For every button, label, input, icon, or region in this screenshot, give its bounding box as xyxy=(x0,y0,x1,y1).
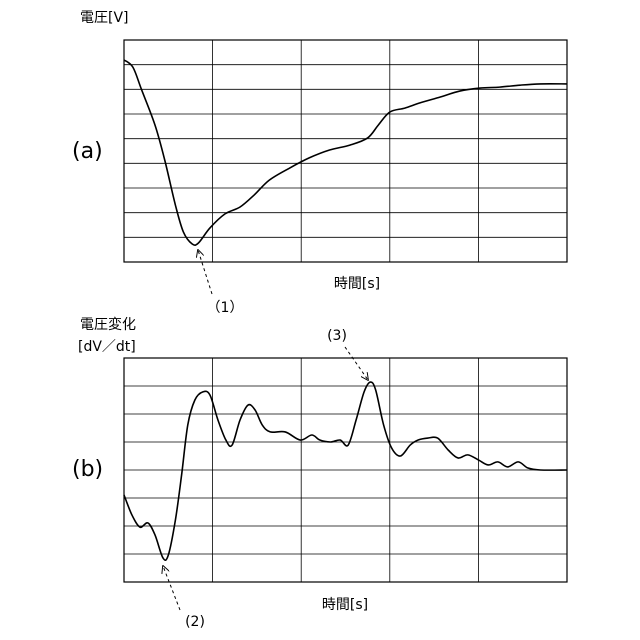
data-line xyxy=(124,382,567,560)
x-axis-label: 時間[s] xyxy=(334,276,380,292)
plot-frame xyxy=(124,40,567,262)
annotation-arrow xyxy=(345,347,368,380)
panel-label: (a) xyxy=(72,139,103,164)
annotation: (3) xyxy=(327,328,347,344)
x-axis-label: 時間[s] xyxy=(322,597,368,613)
y-axis-label: 電圧[V] xyxy=(80,10,129,26)
figure: 電圧[V] (a) 時間[s] （1） 電圧変化 [dV／dt] (b) 時間[… xyxy=(0,0,640,640)
annotation: （1） xyxy=(207,300,244,316)
annotation-arrow xyxy=(163,566,180,610)
annotation-arrow xyxy=(198,250,212,294)
annotation: (2) xyxy=(185,614,205,630)
panel-label: (b) xyxy=(72,457,103,482)
data-line xyxy=(124,60,567,245)
y-axis-label: 電圧変化 xyxy=(80,316,136,333)
y-axis-label: [dV／dt] xyxy=(78,339,136,355)
